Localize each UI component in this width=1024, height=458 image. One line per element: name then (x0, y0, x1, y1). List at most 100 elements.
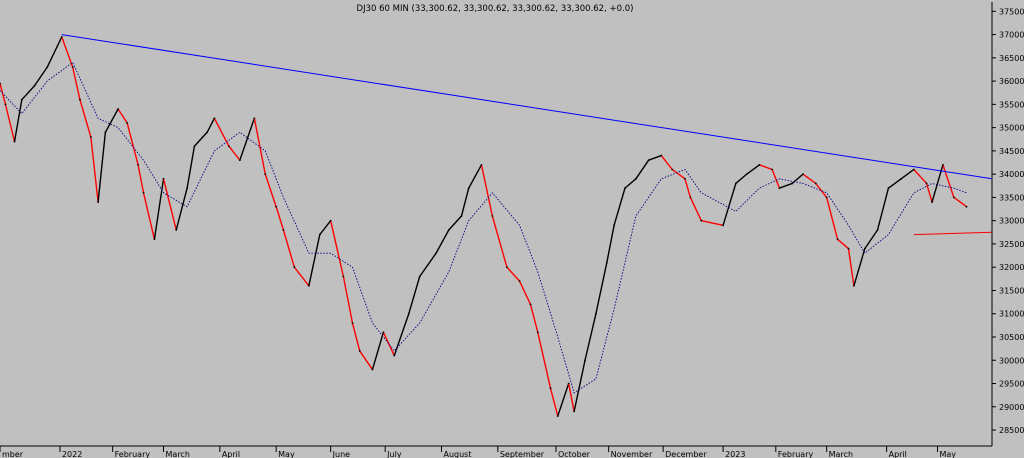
y-axis: 28500 29000 29500 30000 30500 31000 31500 32000… (991, 2, 1024, 446)
y-tick-label: 35500 (999, 100, 1024, 109)
price-point (529, 303, 532, 306)
price-segment (90, 136, 99, 203)
price-segment (847, 248, 855, 286)
price-segment (117, 108, 128, 124)
price-segment (529, 304, 539, 333)
price-segment (825, 197, 839, 240)
price-point (660, 154, 663, 157)
price-segment (175, 187, 188, 231)
y-tick-label: 31500 (999, 286, 1024, 295)
price-segment (126, 122, 139, 166)
y-tick-label: 34000 (999, 170, 1024, 179)
price-segment (624, 178, 637, 189)
price-segment (942, 164, 955, 198)
price-point (307, 284, 310, 287)
price-segment (435, 229, 450, 254)
price-point (46, 66, 49, 69)
price-segment (815, 183, 828, 198)
price-segment (351, 322, 361, 352)
price-point (97, 201, 100, 203)
price-segment (239, 118, 256, 161)
price-segment (79, 99, 92, 138)
y-tick-label: 29500 (999, 380, 1024, 389)
x-tick-label: March (829, 450, 853, 458)
price-segment (293, 266, 310, 287)
price-point (567, 382, 570, 385)
price-segment (635, 159, 650, 180)
price-point (371, 368, 374, 371)
price-point (863, 247, 866, 250)
x-tick-label: September (500, 450, 545, 458)
price-point (193, 145, 196, 148)
x-tick-label: March (166, 450, 190, 458)
price-segment (606, 225, 615, 263)
price-point (689, 196, 692, 199)
price-point (0, 82, 1, 85)
price-point (912, 168, 915, 171)
price-point (491, 215, 494, 217)
price-point (634, 177, 637, 180)
price-point (460, 215, 463, 217)
price-point (771, 168, 774, 171)
price-segment (342, 276, 354, 324)
price-point (33, 84, 36, 87)
price-point (853, 284, 855, 287)
price-segment (660, 155, 673, 170)
price-point (825, 196, 828, 199)
price-point (206, 131, 209, 134)
price-point (238, 159, 241, 162)
price-segment (142, 192, 156, 240)
price-point (952, 196, 955, 199)
price-point (435, 252, 437, 255)
price-segment (549, 387, 559, 417)
price-segment (900, 168, 915, 180)
price-point (518, 280, 521, 283)
price-point (847, 247, 850, 250)
price-point (275, 205, 278, 208)
price-segment (264, 173, 277, 207)
price-segment (853, 248, 866, 287)
y-tick-label: 35000 (999, 124, 1024, 133)
x-tick-label: October (558, 450, 591, 458)
price-segment (33, 66, 48, 87)
price-segment (648, 154, 662, 161)
price-point (186, 187, 189, 190)
price-segment (671, 168, 686, 180)
price-segment (371, 332, 385, 370)
price-segment (953, 196, 967, 208)
price-point (722, 224, 725, 227)
price-segment (137, 164, 145, 193)
price-point (104, 131, 107, 134)
x-tick-label: February (778, 450, 814, 458)
price-segment (253, 118, 266, 175)
price-point (700, 219, 703, 222)
price-point (20, 98, 23, 101)
y-tick-label: 33500 (999, 193, 1024, 202)
price-point (556, 415, 559, 417)
price-segment (759, 164, 773, 171)
y-tick-label: 34500 (999, 147, 1024, 156)
price-segment (684, 178, 692, 198)
price-segment (506, 266, 521, 282)
price-point (791, 182, 794, 185)
price-segment (595, 262, 608, 314)
price-point (900, 177, 903, 180)
x-tick-label: August (443, 450, 471, 458)
price-segment (837, 238, 849, 250)
price-point (71, 66, 74, 69)
price-segment (888, 178, 902, 189)
y-tick-label: 31000 (999, 310, 1024, 319)
price-point (79, 98, 81, 101)
price-point (447, 229, 450, 231)
price-point (329, 219, 332, 222)
price-point (142, 191, 145, 194)
price-segment (275, 206, 285, 231)
price-segment (329, 220, 345, 277)
price-segment (689, 197, 702, 221)
price-point (549, 387, 552, 390)
price-point (506, 266, 508, 269)
price-segment (480, 164, 494, 217)
price-segment (282, 229, 296, 268)
price-point (802, 173, 804, 176)
price-point (573, 410, 576, 413)
